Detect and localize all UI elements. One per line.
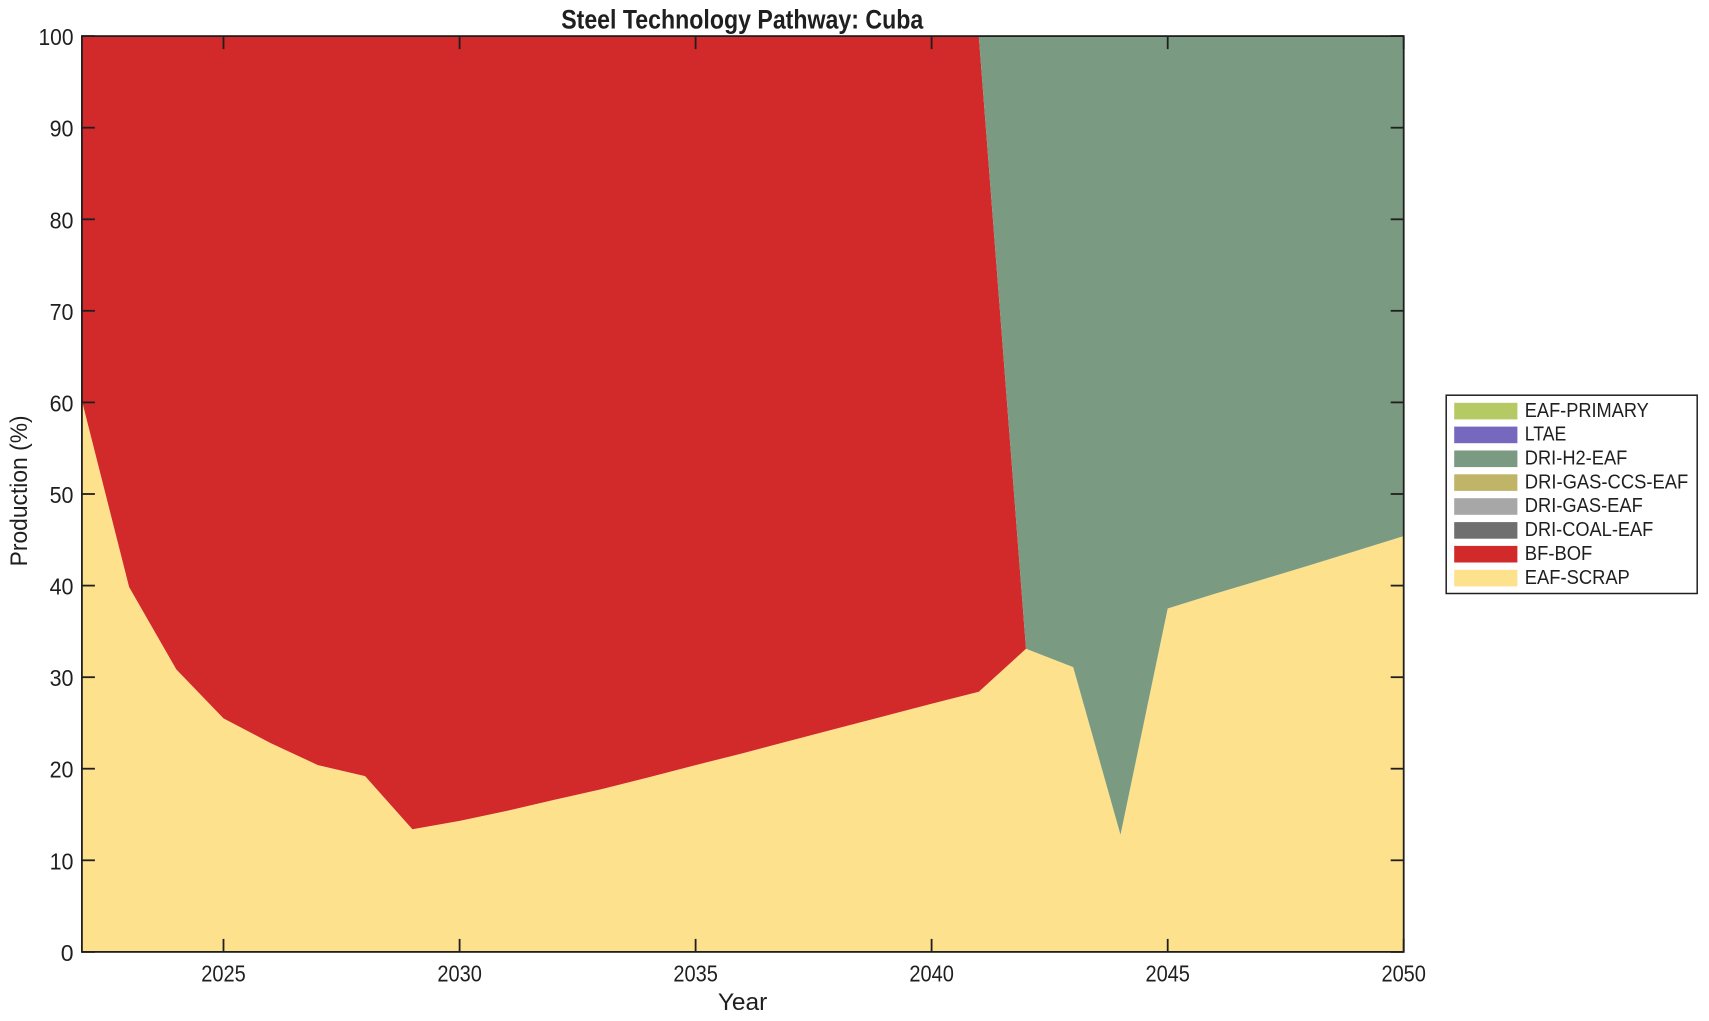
svg-text:LTAE: LTAE (1525, 424, 1567, 446)
svg-text:Steel Technology Pathway: Cuba: Steel Technology Pathway: Cuba (561, 4, 923, 34)
svg-text:2040: 2040 (909, 961, 954, 987)
svg-text:70: 70 (50, 299, 74, 325)
svg-text:DRI-H2-EAF: DRI-H2-EAF (1525, 448, 1628, 470)
svg-text:2025: 2025 (201, 961, 246, 987)
svg-text:0: 0 (61, 940, 74, 966)
svg-text:20: 20 (50, 757, 74, 783)
svg-text:2050: 2050 (1381, 961, 1426, 987)
svg-text:10: 10 (50, 848, 74, 874)
svg-text:DRI-COAL-EAF: DRI-COAL-EAF (1525, 519, 1654, 541)
svg-text:90: 90 (50, 116, 74, 142)
svg-text:100: 100 (39, 24, 74, 50)
svg-text:80: 80 (50, 207, 74, 233)
svg-text:60: 60 (50, 390, 74, 416)
svg-text:30: 30 (50, 665, 74, 691)
svg-text:2035: 2035 (673, 961, 718, 987)
svg-text:DRI-GAS-CCS-EAF: DRI-GAS-CCS-EAF (1525, 471, 1689, 493)
svg-text:50: 50 (50, 482, 74, 508)
svg-text:EAF-PRIMARY: EAF-PRIMARY (1525, 400, 1649, 422)
svg-text:Year: Year (718, 989, 768, 1016)
svg-text:DRI-GAS-EAF: DRI-GAS-EAF (1525, 495, 1643, 517)
svg-text:EAF-SCRAP: EAF-SCRAP (1525, 567, 1630, 589)
svg-text:BF-BOF: BF-BOF (1525, 543, 1593, 565)
svg-text:Production (%): Production (%) (6, 415, 33, 566)
svg-text:2045: 2045 (1145, 961, 1190, 987)
svg-text:40: 40 (50, 574, 74, 600)
svg-text:2030: 2030 (437, 961, 482, 987)
